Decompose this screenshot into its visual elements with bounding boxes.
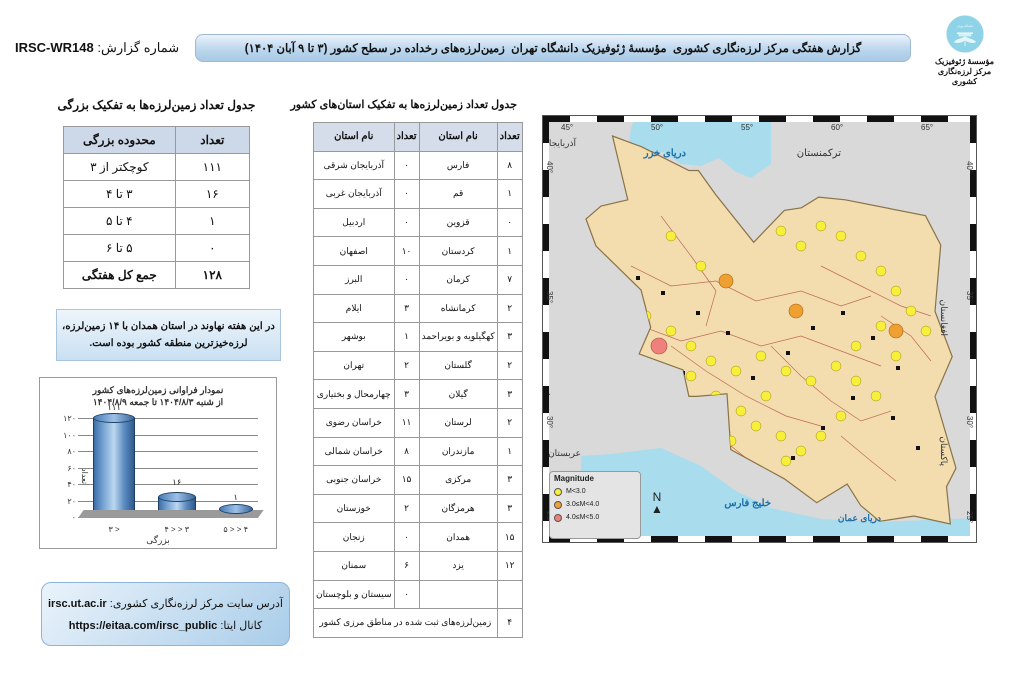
svg-text:پاکستان: پاکستان [938,436,949,466]
svg-text:عربستان: عربستان [548,448,581,459]
svg-text:ترکمنستان: ترکمنستان [797,148,841,159]
svg-text:دریای خزر: دریای خزر [643,148,687,159]
svg-text:دریای عمان: دریای عمان [838,513,881,524]
svg-text:افغانستان: افغانستان [939,300,949,337]
svg-text:خلیج فارس: خلیج فارس [724,498,771,509]
svg-text:دانشگاه تهران: دانشگاه تهران [956,24,973,28]
